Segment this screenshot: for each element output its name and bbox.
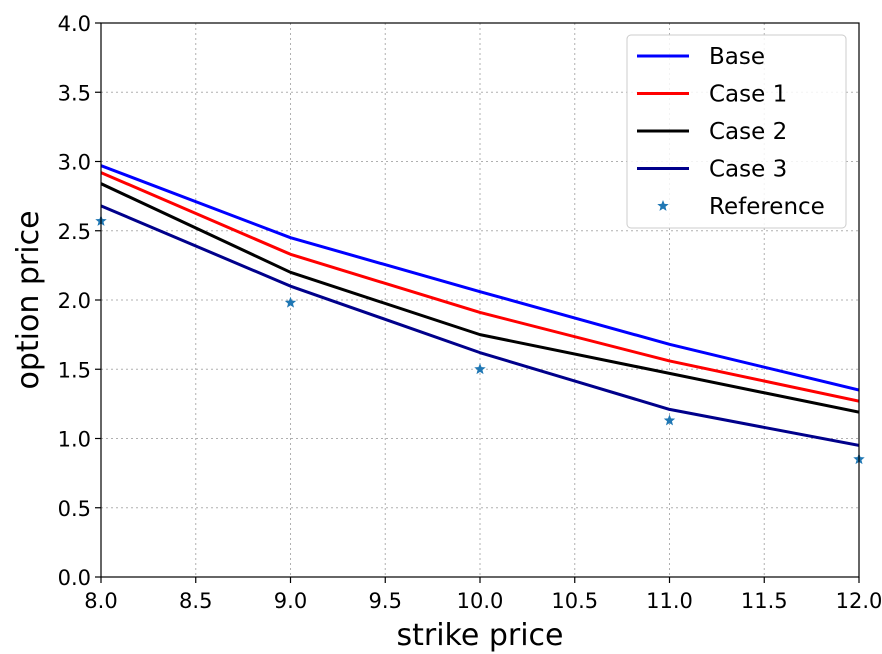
x-tick-label: 10.0	[457, 589, 504, 613]
legend-label-case-2: Case 2	[709, 119, 787, 145]
data-point-reference	[474, 363, 486, 375]
legend-label-reference: Reference	[709, 194, 825, 220]
data-point-reference	[663, 414, 676, 426]
x-tick-label: 10.5	[551, 589, 598, 613]
series-line-case-3	[101, 204, 859, 447]
series-layer	[101, 164, 859, 447]
x-tick-label: 9.5	[369, 589, 402, 613]
y-tick-label: 4.0	[58, 12, 91, 36]
x-tick-label: 8.0	[84, 589, 117, 613]
y-tick-label: 0.5	[58, 497, 91, 521]
y-tick-label: 2.5	[58, 220, 91, 244]
y-tick-label: 3.0	[58, 151, 91, 175]
series-line-base	[101, 164, 859, 392]
series-line-case-2	[101, 182, 859, 414]
legend-label-case-1: Case 1	[709, 82, 787, 108]
x-tick-label: 12.0	[836, 589, 882, 613]
series-line-case-1	[101, 171, 859, 403]
y-axis-title: option price	[11, 210, 46, 389]
y-axis: 0.0 0.5 1.0 1.5 2.0 2.5 3.0 3.5 4.0	[58, 12, 101, 590]
x-tick-label: 11.0	[646, 589, 693, 613]
x-axis-title: strike price	[396, 618, 563, 653]
x-tick-label: 9.0	[274, 589, 307, 613]
legend-box	[626, 34, 847, 229]
x-tick-label: 8.5	[179, 589, 212, 613]
legend: Base Case 1 Case 2 Case 3 Reference	[626, 34, 847, 229]
y-tick-label: 0.0	[58, 566, 91, 590]
y-tick-label: 1.0	[58, 428, 91, 452]
legend-label-case-3: Case 3	[709, 157, 787, 183]
legend-label-base: Base	[709, 44, 765, 70]
data-point-reference	[284, 296, 297, 308]
x-tick-label: 11.5	[741, 589, 788, 613]
x-axis: 8.0 8.5 9.0 9.5 10.0 10.5 11.0 11.5 12.0	[84, 577, 882, 613]
y-tick-label: 2.0	[58, 289, 91, 313]
y-tick-label: 3.5	[58, 81, 91, 105]
y-tick-label: 1.5	[58, 358, 91, 382]
legend-swatch-reference	[657, 200, 669, 211]
